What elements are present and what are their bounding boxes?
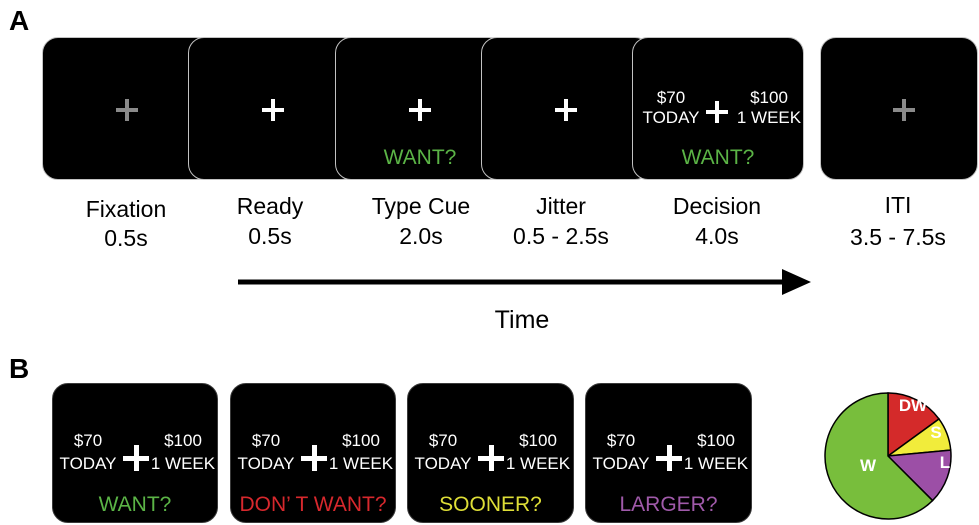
fixation-cross-icon (123, 445, 149, 471)
pie-slice-l (886, 449, 952, 502)
phase-duration: 0.5 - 2.5s (513, 223, 609, 249)
option-left: $70 TODAY (238, 429, 295, 475)
phase-name: Decision (672, 193, 762, 219)
cue-text: LARGER? (619, 493, 718, 516)
option-left-amount: $70 (251, 431, 281, 450)
pie-slice-w (824, 392, 934, 520)
phase-label-ready: Ready 0.5s (185, 191, 355, 251)
option-left-delay: TODAY (642, 108, 700, 127)
option-right-amount: $100 (342, 431, 380, 450)
option-left-amount: $70 (428, 431, 458, 450)
option-left-amount: $70 (73, 431, 103, 450)
pie-label-s: S (930, 423, 941, 442)
phase-label-fixation: Fixation 0.5s (41, 195, 211, 253)
cue-text: WANT? (98, 493, 172, 516)
phase-name: Ready (236, 193, 304, 219)
phase-name: Fixation (85, 196, 167, 222)
option-left: $70 TODAY (415, 429, 472, 475)
fixation-cross-icon (706, 101, 728, 123)
option-left: $70 TODAY (593, 429, 650, 475)
phase-duration: 4.0s (695, 223, 739, 249)
option-right-delay: 1 WEEK (328, 454, 394, 473)
option-left-delay: TODAY (59, 454, 117, 473)
pie-slice-dw (887, 392, 941, 458)
panel-b-label: B (9, 353, 30, 384)
option-left: $70 TODAY (60, 429, 117, 475)
phase-duration: 0.5s (104, 225, 148, 251)
option-right-delay: 1 WEEK (736, 108, 802, 127)
cue-text: DON’ T WANT? (239, 493, 387, 516)
option-right: $100 1 WEEK (151, 429, 215, 475)
phase-duration: 2.0s (399, 223, 443, 249)
option-right-amount: $100 (750, 88, 788, 107)
phase-name: Jitter (536, 193, 586, 219)
option-right: $100 1 WEEK (684, 429, 748, 475)
time-arrow (238, 269, 811, 295)
option-right-amount: $100 (164, 431, 202, 450)
time-arrow-head (782, 269, 811, 295)
screen-cue-dont-want: $70 TODAY $100 1 WEEK DON’ T WANT? (230, 383, 396, 523)
option-left: $70 TODAY (643, 88, 700, 128)
fixation-cross-icon (656, 445, 682, 471)
option-right: $100 1 WEEK (506, 429, 570, 475)
option-right: $100 1 WEEK (329, 429, 393, 475)
screen-fixation (42, 37, 212, 180)
phase-label-jitter: Jitter 0.5 - 2.5s (476, 191, 646, 251)
phase-name: Type Cue (371, 193, 471, 219)
phase-label-type-cue: Type Cue 2.0s (336, 191, 506, 251)
cue-text: WANT? (383, 146, 457, 169)
option-left-amount: $70 (656, 88, 686, 107)
option-left-delay: TODAY (592, 454, 650, 473)
option-right-amount: $100 (697, 431, 735, 450)
phase-duration: 0.5s (248, 223, 292, 249)
fixation-cross-icon (409, 99, 431, 121)
screen-decision: $70 TODAY $100 1 WEEK WANT? (632, 37, 804, 180)
pie-label-dw: DW (899, 396, 928, 415)
phase-label-iti: ITI 3.5 - 7.5s (818, 189, 978, 253)
fixation-cross-icon (893, 99, 915, 121)
option-left-delay: TODAY (414, 454, 472, 473)
pie-label-w: W (860, 456, 877, 475)
option-right-delay: 1 WEEK (683, 454, 749, 473)
phase-name: ITI (884, 192, 912, 218)
option-left-delay: TODAY (237, 454, 295, 473)
screen-cue-sooner: $70 TODAY $100 1 WEEK SOONER? (407, 383, 574, 523)
screen-type-cue: WANT? (335, 37, 505, 180)
fixation-cross-icon (262, 99, 284, 121)
fixation-cross-icon (555, 99, 577, 121)
phase-label-decision: Decision 4.0s (632, 191, 802, 251)
option-right-amount: $100 (519, 431, 557, 450)
option-right-delay: 1 WEEK (505, 454, 571, 473)
screen-iti (820, 37, 978, 180)
screen-ready (188, 37, 358, 180)
option-right: $100 1 WEEK (737, 88, 801, 128)
screen-jitter (481, 37, 651, 180)
fixation-cross-icon (478, 445, 504, 471)
screen-cue-larger: $70 TODAY $100 1 WEEK LARGER? (585, 383, 752, 523)
option-left-amount: $70 (606, 431, 636, 450)
time-axis-label: Time (494, 306, 550, 334)
panel-a-label: A (9, 5, 30, 36)
fixation-cross-icon (116, 99, 138, 121)
option-right-delay: 1 WEEK (150, 454, 216, 473)
screen-cue-want: $70 TODAY $100 1 WEEK WANT? (52, 383, 218, 523)
phase-duration: 3.5 - 7.5s (850, 224, 946, 250)
fixation-cross-icon (301, 445, 327, 471)
pie-label-l: L (940, 453, 950, 472)
cue-text: WANT? (681, 146, 755, 169)
cue-text: SOONER? (439, 493, 542, 516)
